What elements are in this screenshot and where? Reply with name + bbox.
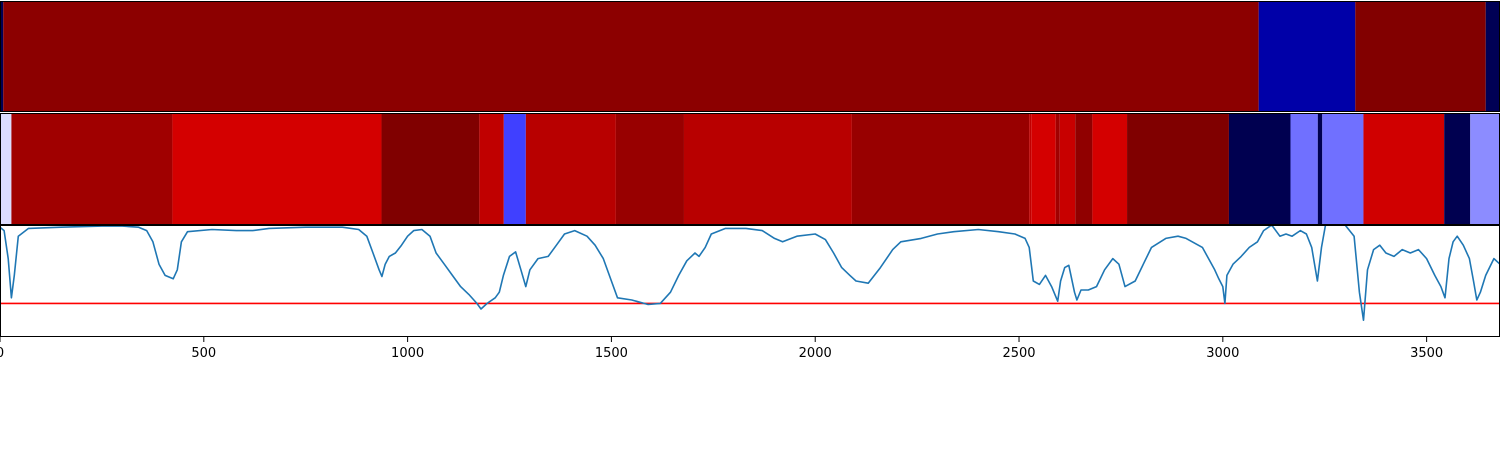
segment-1-13: [1059, 113, 1076, 225]
segment-1-5: [503, 113, 526, 225]
x-tick-label: 2500: [1002, 346, 1035, 361]
segment-1-6: [525, 113, 616, 225]
segment-1-10: [1029, 113, 1032, 225]
segment-1-4: [479, 113, 504, 225]
middle-segment-band: [0, 113, 1500, 225]
segment-1-16: [1127, 113, 1229, 225]
segment-0-3: [1355, 1, 1486, 112]
segment-1-9: [851, 113, 1030, 225]
segment-1-19: [1317, 113, 1323, 225]
segment-1-17: [1228, 113, 1291, 225]
segment-0-0: [0, 1, 4, 112]
series-line: [0, 225, 1500, 321]
top-segment-band: [0, 1, 1500, 112]
line-plot-panel: [0, 225, 1500, 337]
x-tick-label: 2000: [799, 346, 832, 361]
segment-1-21: [1363, 113, 1445, 225]
segment-1-1: [11, 113, 173, 225]
x-tick-label: 1000: [391, 346, 424, 361]
segment-1-0: [0, 113, 12, 225]
x-tick-label: 500: [191, 346, 216, 361]
segment-1-18: [1290, 113, 1318, 225]
segment-0-2: [1258, 1, 1356, 112]
segment-1-12: [1055, 113, 1060, 225]
segment-0-1: [3, 1, 1259, 112]
x-tick-label: 0: [0, 346, 4, 361]
x-axis: 0 500 1000 1500 2000 2500 3000 3500: [0, 337, 1443, 361]
x-tick-label: 1500: [595, 346, 628, 361]
segment-1-20: [1322, 113, 1364, 225]
segment-0-4: [1485, 1, 1500, 112]
segment-1-3: [381, 113, 480, 225]
x-tick-label: 3000: [1206, 346, 1239, 361]
segment-1-23: [1470, 113, 1500, 225]
segment-1-22: [1444, 113, 1471, 225]
line-panel-background: [0, 225, 1500, 337]
segment-1-11: [1031, 113, 1056, 225]
x-tick-label: 3500: [1410, 346, 1443, 361]
segment-1-14: [1075, 113, 1093, 225]
segment-1-15: [1092, 113, 1128, 225]
segment-1-7: [615, 113, 684, 225]
segment-1-8: [683, 113, 852, 225]
segment-1-2: [172, 113, 382, 225]
